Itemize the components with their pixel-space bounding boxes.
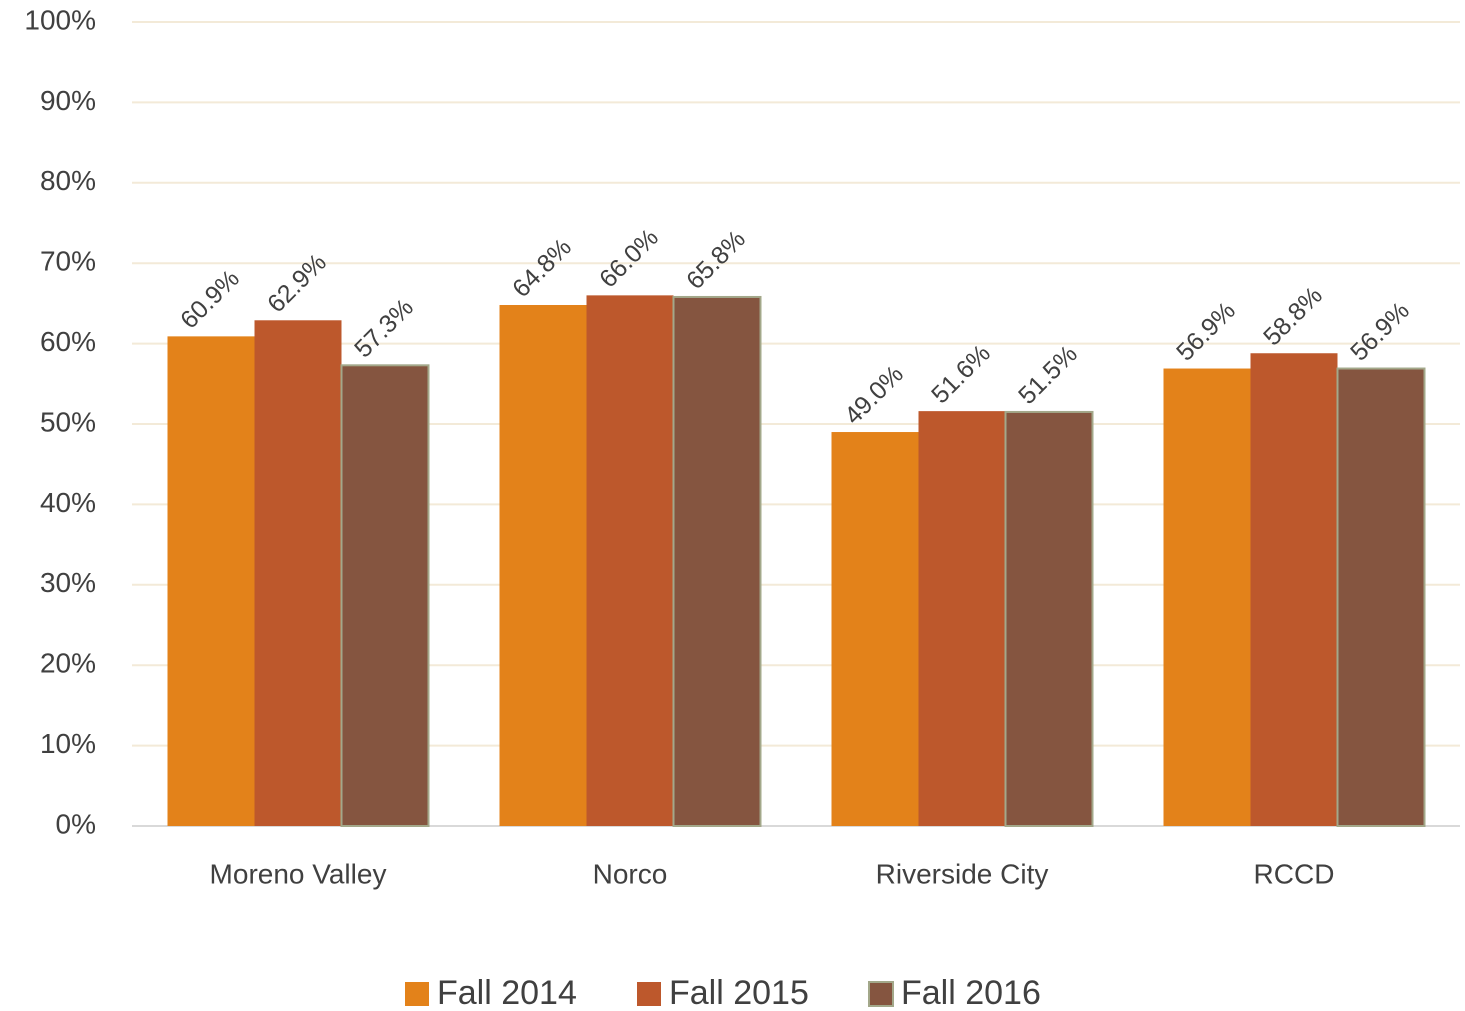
y-tick-label: 30% xyxy=(40,567,96,598)
bar xyxy=(918,411,1006,826)
legend-swatch xyxy=(637,982,661,1006)
data-label: 60.9% xyxy=(175,264,245,334)
y-tick-label: 70% xyxy=(40,246,96,277)
y-tick-label: 40% xyxy=(40,487,96,518)
legend-label: Fall 2016 xyxy=(901,974,1041,1011)
bar xyxy=(254,320,342,826)
x-tick-label: RCCD xyxy=(1254,858,1335,889)
data-label: 65.8% xyxy=(681,225,751,295)
bar xyxy=(167,336,255,826)
data-label: 56.9% xyxy=(1345,297,1415,367)
bar xyxy=(1336,367,1426,827)
legend-swatch xyxy=(405,982,429,1006)
legend-label: Fall 2014 xyxy=(437,974,577,1011)
data-label: 51.5% xyxy=(1013,340,1083,410)
y-tick-label: 0% xyxy=(56,808,96,839)
data-label: 66.0% xyxy=(594,223,664,293)
y-tick-label: 90% xyxy=(40,85,96,116)
y-tick-label: 60% xyxy=(40,326,96,357)
bar xyxy=(672,295,762,827)
y-tick-label: 80% xyxy=(40,165,96,196)
x-tick-label: Norco xyxy=(593,858,668,889)
data-label: 51.6% xyxy=(926,339,996,409)
y-tick-label: 100% xyxy=(24,4,96,35)
legend-swatch xyxy=(868,981,894,1007)
bar xyxy=(831,432,919,826)
bar xyxy=(499,305,587,826)
x-tick-label: Moreno Valley xyxy=(210,858,387,889)
bar xyxy=(586,295,674,826)
y-tick-label: 50% xyxy=(40,406,96,437)
legend-label: Fall 2015 xyxy=(669,974,809,1011)
data-label: 56.9% xyxy=(1171,297,1241,367)
bar xyxy=(340,364,430,827)
data-label: 64.8% xyxy=(507,233,577,303)
bar xyxy=(1250,353,1338,826)
bar xyxy=(1163,368,1251,826)
bar xyxy=(1004,410,1094,827)
y-tick-label: 20% xyxy=(40,648,96,679)
x-tick-label: Riverside City xyxy=(876,858,1049,889)
data-label: 62.9% xyxy=(262,248,332,318)
y-tick-label: 10% xyxy=(40,728,96,759)
data-label: 49.0% xyxy=(839,360,909,430)
data-label: 57.3% xyxy=(349,293,419,363)
data-label: 58.8% xyxy=(1258,281,1328,351)
